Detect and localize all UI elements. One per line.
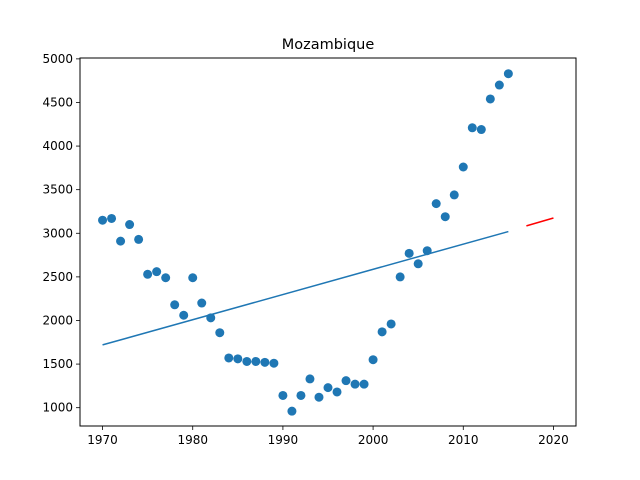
data-point bbox=[287, 406, 297, 416]
chart-title: Mozambique bbox=[282, 37, 375, 53]
data-point bbox=[143, 269, 153, 279]
x-axis: 1970 1980 1990 2000 2010 2020 bbox=[87, 426, 569, 447]
data-point bbox=[161, 273, 171, 283]
data-point bbox=[134, 234, 144, 244]
x-tick-label: 2000 bbox=[358, 433, 389, 447]
data-point bbox=[494, 80, 504, 90]
data-point bbox=[242, 356, 252, 366]
y-tick-label: 1500 bbox=[42, 357, 73, 371]
data-point bbox=[260, 357, 270, 367]
y-tick-label: 2500 bbox=[42, 270, 73, 284]
data-point bbox=[431, 199, 441, 209]
x-tick-label: 1980 bbox=[177, 433, 208, 447]
plot-background bbox=[80, 58, 576, 426]
data-point bbox=[440, 212, 450, 222]
data-point bbox=[359, 379, 369, 389]
data-point bbox=[368, 355, 378, 365]
y-tick-label: 3000 bbox=[42, 226, 73, 240]
data-point bbox=[152, 267, 162, 277]
data-point bbox=[107, 213, 117, 223]
data-point bbox=[170, 300, 180, 310]
data-point bbox=[449, 190, 459, 200]
data-point bbox=[233, 354, 243, 364]
data-point bbox=[332, 387, 342, 397]
data-point bbox=[395, 272, 405, 282]
data-point bbox=[278, 390, 288, 400]
x-tick-label: 2010 bbox=[448, 433, 479, 447]
data-point bbox=[323, 383, 333, 393]
y-axis: 1000 1500 2000 2500 3000 3500 4000 4500 5000 bbox=[42, 52, 80, 415]
trend-line bbox=[102, 230, 509, 346]
data-point bbox=[467, 123, 477, 133]
data-point bbox=[224, 353, 234, 363]
data-point bbox=[215, 328, 225, 338]
data-point bbox=[404, 248, 414, 258]
y-tick-label: 4500 bbox=[42, 95, 73, 109]
data-point bbox=[188, 273, 198, 283]
data-point bbox=[503, 69, 513, 79]
data-point bbox=[377, 327, 387, 337]
data-point bbox=[386, 319, 396, 329]
y-tick-label: 4000 bbox=[42, 139, 73, 153]
data-point bbox=[116, 236, 126, 246]
data-point bbox=[341, 376, 351, 386]
x-tick-label: 1970 bbox=[87, 433, 118, 447]
forecast-line bbox=[526, 217, 554, 227]
y-tick-label: 3500 bbox=[42, 183, 73, 197]
x-tick-label: 1990 bbox=[268, 433, 299, 447]
data-point bbox=[350, 379, 360, 389]
data-point bbox=[485, 94, 495, 104]
data-point bbox=[269, 358, 279, 368]
y-tick-label: 5000 bbox=[42, 52, 73, 66]
data-point bbox=[305, 374, 315, 384]
data-point bbox=[476, 125, 486, 135]
data-point bbox=[251, 356, 261, 366]
data-point bbox=[314, 392, 324, 402]
data-point bbox=[458, 162, 468, 172]
x-tick-label: 2020 bbox=[538, 433, 569, 447]
data-point bbox=[422, 246, 432, 256]
data-point bbox=[98, 215, 108, 225]
data-point bbox=[206, 313, 216, 323]
y-tick-label: 1000 bbox=[42, 401, 73, 415]
data-point bbox=[413, 259, 423, 269]
data-point bbox=[296, 390, 306, 400]
series-layer bbox=[98, 69, 554, 416]
data-point bbox=[179, 310, 189, 320]
data-point bbox=[125, 220, 135, 230]
y-tick-label: 2000 bbox=[42, 313, 73, 327]
plot-frame bbox=[79, 57, 577, 427]
data-point bbox=[197, 298, 207, 308]
